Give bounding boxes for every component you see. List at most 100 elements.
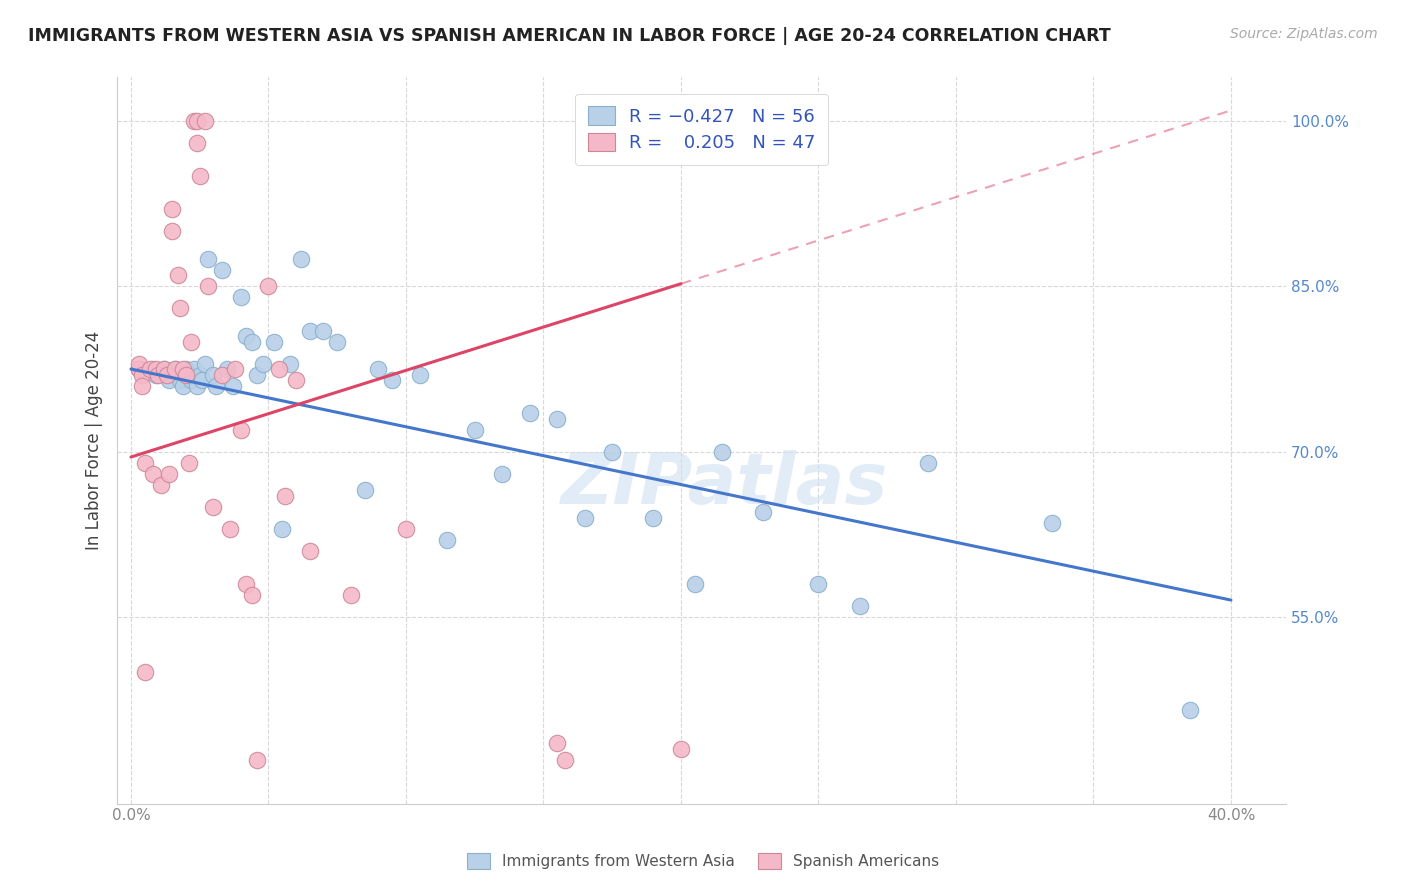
Point: [163, 362, 186, 376]
Point: [159, 373, 181, 387]
Point: [752, 505, 775, 519]
Point: [145, 362, 167, 376]
Point: [202, 368, 225, 382]
Text: ZIPatlas: ZIPatlas: [561, 450, 889, 518]
Point: [1178, 703, 1201, 717]
Point: [134, 456, 156, 470]
Point: [600, 444, 623, 458]
Point: [221, 378, 243, 392]
Legend: R = −0.427   N = 56, R =  0.205   N = 47: R = −0.427 N = 56, R = 0.205 N = 47: [575, 94, 828, 165]
Point: [257, 279, 280, 293]
Point: [546, 411, 568, 425]
Point: [177, 456, 200, 470]
Point: [464, 423, 486, 437]
Text: IMMIGRANTS FROM WESTERN ASIA VS SPANISH AMERICAN IN LABOR FORCE | AGE 20-24 CORR: IMMIGRANTS FROM WESTERN ASIA VS SPANISH …: [28, 27, 1111, 45]
Point: [131, 378, 153, 392]
Point: [326, 334, 349, 349]
Point: [188, 169, 211, 184]
Point: [134, 665, 156, 679]
Point: [148, 368, 170, 382]
Point: [269, 362, 291, 376]
Point: [194, 114, 217, 128]
Point: [284, 373, 307, 387]
Point: [160, 202, 183, 217]
Point: [153, 362, 176, 376]
Point: [683, 576, 706, 591]
Point: [395, 522, 418, 536]
Point: [166, 368, 188, 382]
Point: [340, 588, 363, 602]
Point: [917, 456, 939, 470]
Y-axis label: In Labor Force | Age 20-24: In Labor Force | Age 20-24: [86, 331, 103, 550]
Point: [1040, 516, 1063, 530]
Point: [128, 357, 150, 371]
Point: [290, 252, 312, 266]
Point: [183, 362, 205, 376]
Point: [554, 753, 576, 767]
Point: [169, 373, 191, 387]
Point: [186, 136, 208, 151]
Point: [252, 357, 274, 371]
Point: [235, 576, 257, 591]
Point: [669, 741, 692, 756]
Point: [298, 324, 321, 338]
Point: [246, 753, 269, 767]
Point: [271, 522, 294, 536]
Point: [848, 599, 870, 613]
Point: [142, 467, 165, 481]
Point: [169, 301, 191, 316]
Point: [546, 736, 568, 750]
Point: [280, 357, 302, 371]
Point: [202, 500, 225, 514]
Point: [211, 368, 233, 382]
Point: [180, 334, 202, 349]
Legend: Immigrants from Western Asia, Spanish Americans: Immigrants from Western Asia, Spanish Am…: [461, 847, 945, 875]
Point: [145, 368, 167, 382]
Point: [711, 444, 734, 458]
Point: [312, 324, 335, 338]
Point: [128, 362, 150, 376]
Point: [191, 373, 214, 387]
Point: [205, 378, 228, 392]
Point: [159, 467, 181, 481]
Point: [224, 362, 246, 376]
Point: [194, 357, 217, 371]
Point: [172, 378, 194, 392]
Point: [166, 268, 188, 283]
Point: [180, 373, 202, 387]
Point: [235, 329, 257, 343]
Point: [186, 378, 208, 392]
Point: [153, 362, 176, 376]
Point: [177, 368, 200, 382]
Point: [217, 362, 239, 376]
Point: [274, 489, 297, 503]
Point: [197, 252, 219, 266]
Point: [163, 362, 186, 376]
Point: [142, 362, 165, 376]
Point: [174, 362, 197, 376]
Point: [229, 291, 252, 305]
Point: [128, 362, 150, 376]
Point: [263, 334, 285, 349]
Point: [219, 522, 242, 536]
Point: [807, 576, 830, 591]
Point: [298, 543, 321, 558]
Point: [160, 225, 183, 239]
Point: [240, 588, 263, 602]
Point: [150, 477, 173, 491]
Point: [240, 334, 263, 349]
Point: [156, 368, 179, 382]
Point: [229, 423, 252, 437]
Point: [188, 368, 211, 382]
Point: [367, 362, 389, 376]
Text: Source: ZipAtlas.com: Source: ZipAtlas.com: [1230, 27, 1378, 41]
Point: [131, 368, 153, 382]
Point: [491, 467, 513, 481]
Point: [353, 483, 375, 497]
Point: [186, 114, 208, 128]
Point: [172, 362, 194, 376]
Point: [436, 533, 458, 547]
Point: [519, 406, 541, 420]
Point: [246, 368, 269, 382]
Point: [381, 373, 404, 387]
